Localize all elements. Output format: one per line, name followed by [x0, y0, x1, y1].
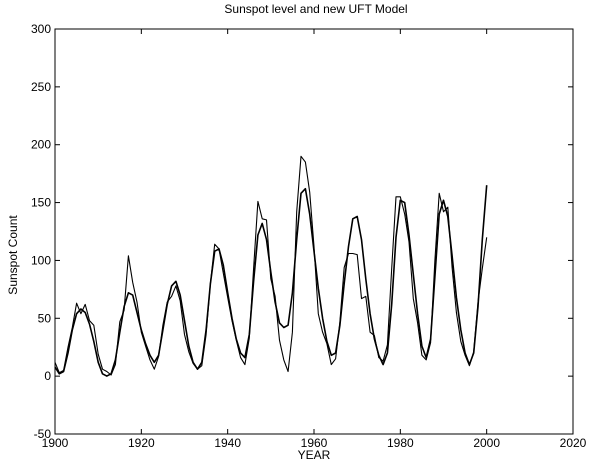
- x-tick-label: 2000: [473, 436, 500, 450]
- x-tick-label: 1900: [42, 436, 69, 450]
- x-tick-label: 2020: [560, 436, 587, 450]
- x-axis: 1900 1920 1940 1960 1980 2000 2020: [42, 29, 587, 450]
- y-tick-label: 150: [31, 196, 51, 210]
- x-tick-label: 1940: [214, 436, 241, 450]
- y-axis-label: Sunspot Count: [6, 215, 20, 295]
- x-tick-label: 1980: [387, 436, 414, 450]
- series-layer: [54, 155, 488, 377]
- y-tick-label: -50: [34, 427, 52, 441]
- series-line-2: [54, 185, 488, 377]
- x-tick-label: 1920: [128, 436, 155, 450]
- y-tick-label: 0: [44, 369, 51, 383]
- series-line-1: [54, 155, 488, 376]
- y-tick-label: 100: [31, 253, 51, 267]
- plot-area-frame: [54, 28, 574, 435]
- x-tick-label: 1960: [301, 436, 328, 450]
- y-tick-label: 200: [31, 138, 51, 152]
- y-tick-label: 250: [31, 80, 51, 94]
- y-axis: -50 0 50 100 150 200 250 300: [31, 22, 573, 441]
- y-tick-label: 300: [31, 22, 51, 36]
- y-tick-label: 50: [38, 311, 52, 325]
- x-axis-label: YEAR: [298, 448, 331, 462]
- chart-title: Sunspot level and new UFT Model: [224, 2, 407, 16]
